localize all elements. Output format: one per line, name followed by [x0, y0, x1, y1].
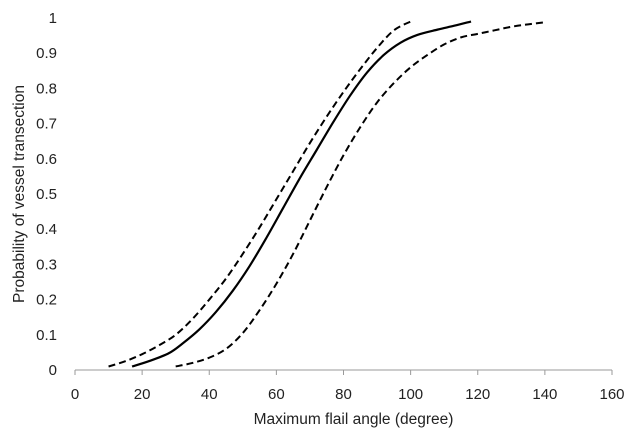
x-tick-label: 80	[335, 386, 352, 403]
x-tick-label: 0	[71, 386, 79, 403]
x-tick-label: 100	[398, 386, 423, 403]
y-tick-label: 1	[49, 10, 57, 27]
y-axis-title: Probability of vessel transection	[11, 85, 28, 303]
x-axis-ticks: 0 20 40 60 80 100 120 140 160	[71, 370, 625, 403]
y-tick-label: 0.9	[36, 45, 57, 62]
x-tick-label: 60	[268, 386, 285, 403]
x-tick-label: 40	[201, 386, 218, 403]
x-tick-label: 20	[134, 386, 151, 403]
x-tick-label: 120	[465, 386, 490, 403]
dashed-bound-line	[175, 21, 546, 368]
x-axis-title: Maximum flail angle (degree)	[254, 411, 454, 428]
series-layer	[108, 20, 546, 368]
y-tick-label: 0.5	[36, 186, 57, 203]
x-tick-label: 140	[532, 386, 557, 403]
y-tick-label: 0.7	[36, 116, 57, 133]
y-tick-label: 0.6	[36, 151, 57, 168]
x-tick-label: 160	[599, 386, 624, 403]
dashed-bound-line	[108, 20, 412, 368]
y-tick-label: 0	[49, 362, 57, 379]
y-tick-label: 0.4	[36, 221, 57, 238]
y-tick-label: 0.3	[36, 256, 57, 273]
y-tick-label: 0.1	[36, 327, 57, 344]
y-tick-label: 0.2	[36, 292, 57, 309]
solid-estimate-line	[131, 20, 472, 368]
y-axis-ticks: 0 0.1 0.2 0.3 0.4 0.5 0.6 0.7 0.8 0.9 1	[36, 10, 57, 379]
y-tick-label: 0.8	[36, 80, 57, 97]
